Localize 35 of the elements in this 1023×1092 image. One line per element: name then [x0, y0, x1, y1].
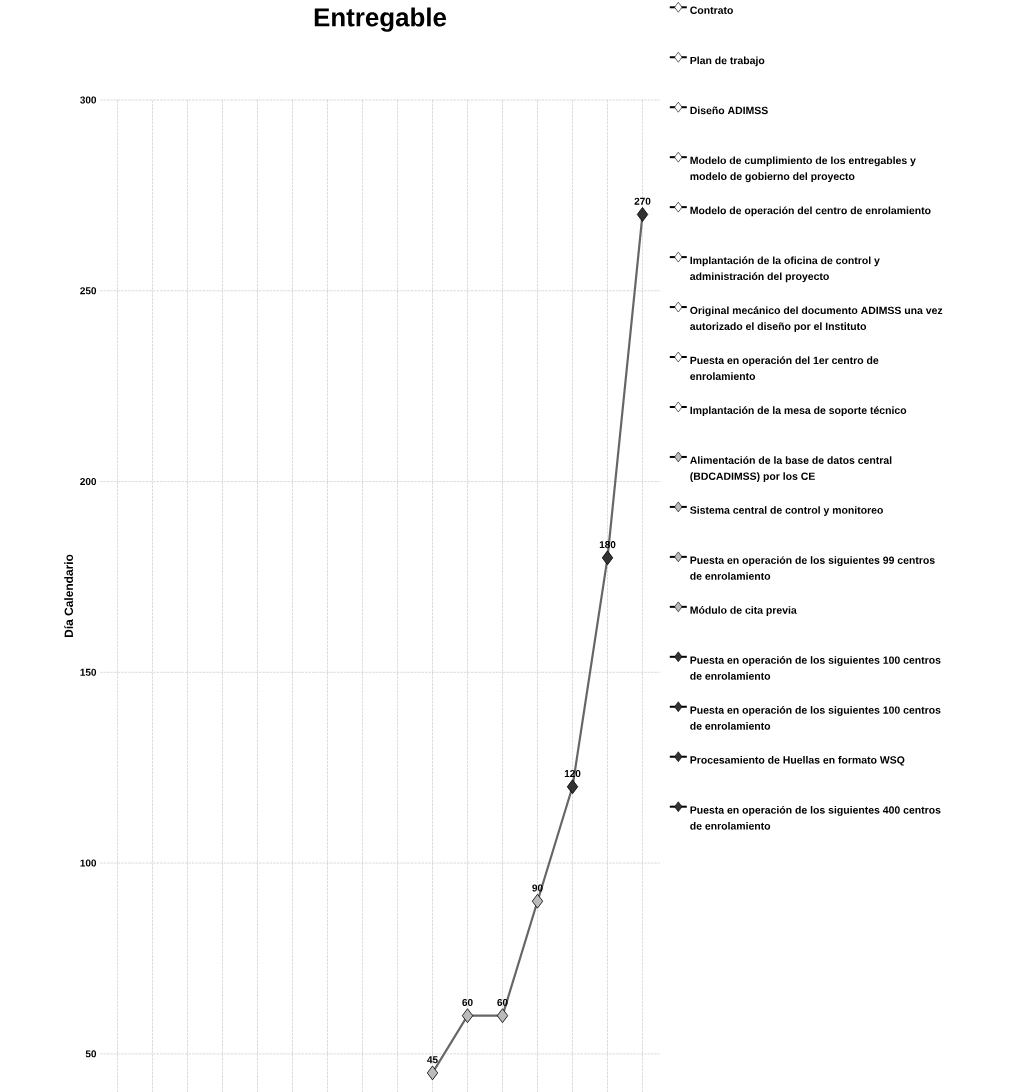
y-axis-title: Día Calendario — [64, 554, 74, 638]
point — [426, 1065, 439, 1081]
point — [461, 1008, 474, 1024]
legend-label: Modelo de operación del centro de enrolamiento — [690, 206, 931, 217]
y-tick-label: 300 — [80, 96, 97, 104]
legend-label: Original mecánico del documento ADIMSS una vez autorizado el diseño por el Instituto — [690, 306, 943, 333]
legend-label: Implantación de la mesa de soporte técnico — [690, 406, 907, 417]
point — [636, 207, 649, 222]
point — [496, 1008, 509, 1024]
y-tick-label: 200 — [80, 478, 97, 486]
y-tick-label: 100 — [80, 859, 97, 867]
point — [566, 779, 579, 795]
legend-label: Módulo de cita previa — [690, 606, 797, 616]
y-tick-label: 250 — [80, 287, 97, 295]
y-tick-label: 150 — [80, 668, 97, 676]
legend-label: Implantación de la oficina de control y administración del proyecto — [690, 256, 880, 283]
legend-label: Puesta en operación de los siguientes 100 centros de enrolamiento — [690, 656, 941, 680]
legend-label: Alimentación de la base de datos central (BDCADIMSS) por los CE — [690, 456, 892, 482]
y-tick-label: 50 — [85, 1050, 97, 1058]
point — [601, 550, 614, 566]
point — [531, 893, 544, 909]
legend-label: Puesta en operación de los siguientes 99 centros de enrolamiento — [690, 556, 935, 580]
legend-label: Contrato — [690, 6, 733, 14]
legend-label: Procesamiento de Huellas en formato WSQ — [690, 755, 905, 766]
legend-label: Puesta en operación de los siguientes 400 centros de enrolamiento — [690, 805, 941, 830]
data-label: 45 — [427, 1056, 438, 1064]
legend-label: Puesta en operación de los siguientes 100 centros de enrolamiento — [690, 706, 941, 730]
data-label: 60 — [462, 998, 473, 1006]
legend-label: Puesta en operación del 1er centro de enrolamiento — [690, 356, 879, 380]
legend-label: Modelo de cumplimiento de los entregables y modelo de gobierno del proyecto — [690, 156, 916, 183]
chart-title: Entregable — [314, 7, 447, 32]
data-label: 270 — [634, 197, 651, 205]
legend-label: Plan de trabajo — [690, 56, 765, 67]
legend-label: Sistema central de control y monitoreo — [690, 506, 883, 516]
legend-label: Diseño ADIMSS — [690, 106, 768, 115]
